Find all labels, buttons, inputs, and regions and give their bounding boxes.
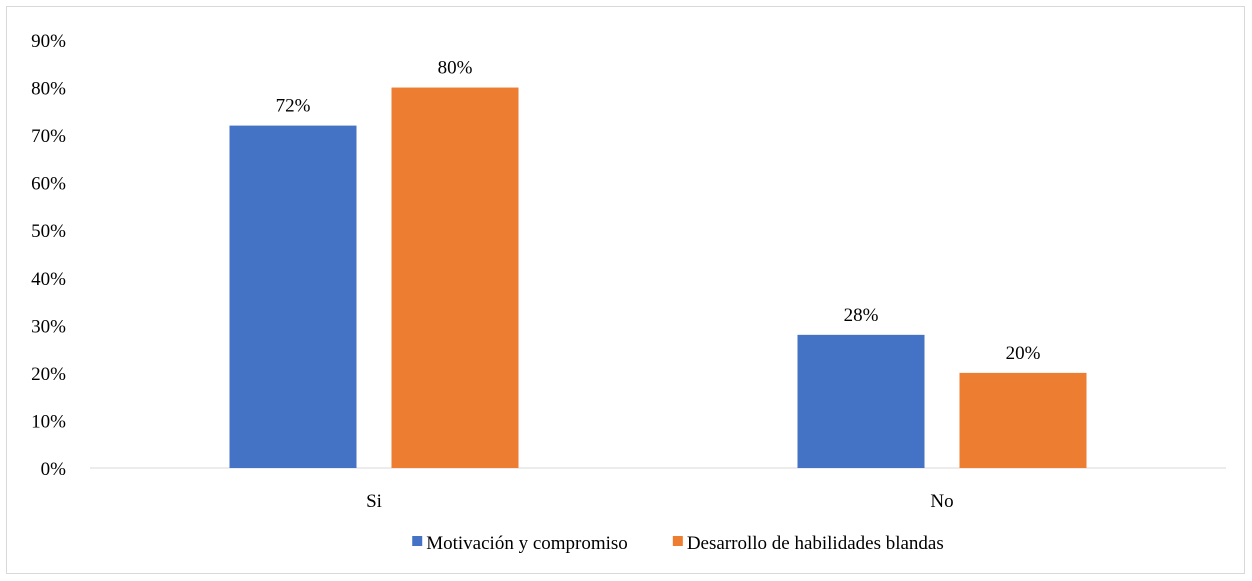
y-tick-label: 60% [31, 174, 66, 195]
data-label: 80% [438, 58, 473, 79]
data-labels-group: 72% 80% 28% 20% [276, 58, 1041, 364]
legend-label: Desarrollo de habilidades blandas [687, 533, 944, 554]
y-tick-label: 0% [41, 459, 67, 480]
bar [391, 87, 519, 469]
legend-swatch [412, 536, 423, 546]
legend-label: Motivación y compromiso [426, 533, 628, 554]
y-tick-label: 30% [31, 316, 66, 337]
y-tick-label: 70% [31, 126, 66, 147]
bar [229, 125, 357, 468]
y-axis-ticks: 0% 10% 20% 30% 40% 50% 60% 70% 80% 90% [31, 31, 66, 480]
bar [959, 372, 1087, 468]
chart-frame [6, 6, 1245, 574]
category-labels: Si No [366, 491, 954, 512]
x-tick-label: No [930, 491, 953, 512]
data-label: 28% [844, 305, 879, 326]
y-tick-label: 80% [31, 79, 66, 100]
x-tick-label: Si [366, 491, 382, 512]
data-label: 72% [276, 96, 311, 117]
y-tick-label: 90% [31, 31, 66, 52]
legend: Motivación y compromiso Desarrollo de hab… [412, 533, 944, 554]
y-tick-label: 20% [31, 364, 66, 385]
data-label: 20% [1006, 343, 1041, 364]
bar [797, 334, 925, 468]
y-tick-label: 10% [31, 411, 66, 432]
legend-swatch [672, 536, 683, 546]
y-tick-label: 50% [31, 221, 66, 242]
y-tick-label: 40% [31, 269, 66, 290]
bars-group [229, 87, 1087, 469]
